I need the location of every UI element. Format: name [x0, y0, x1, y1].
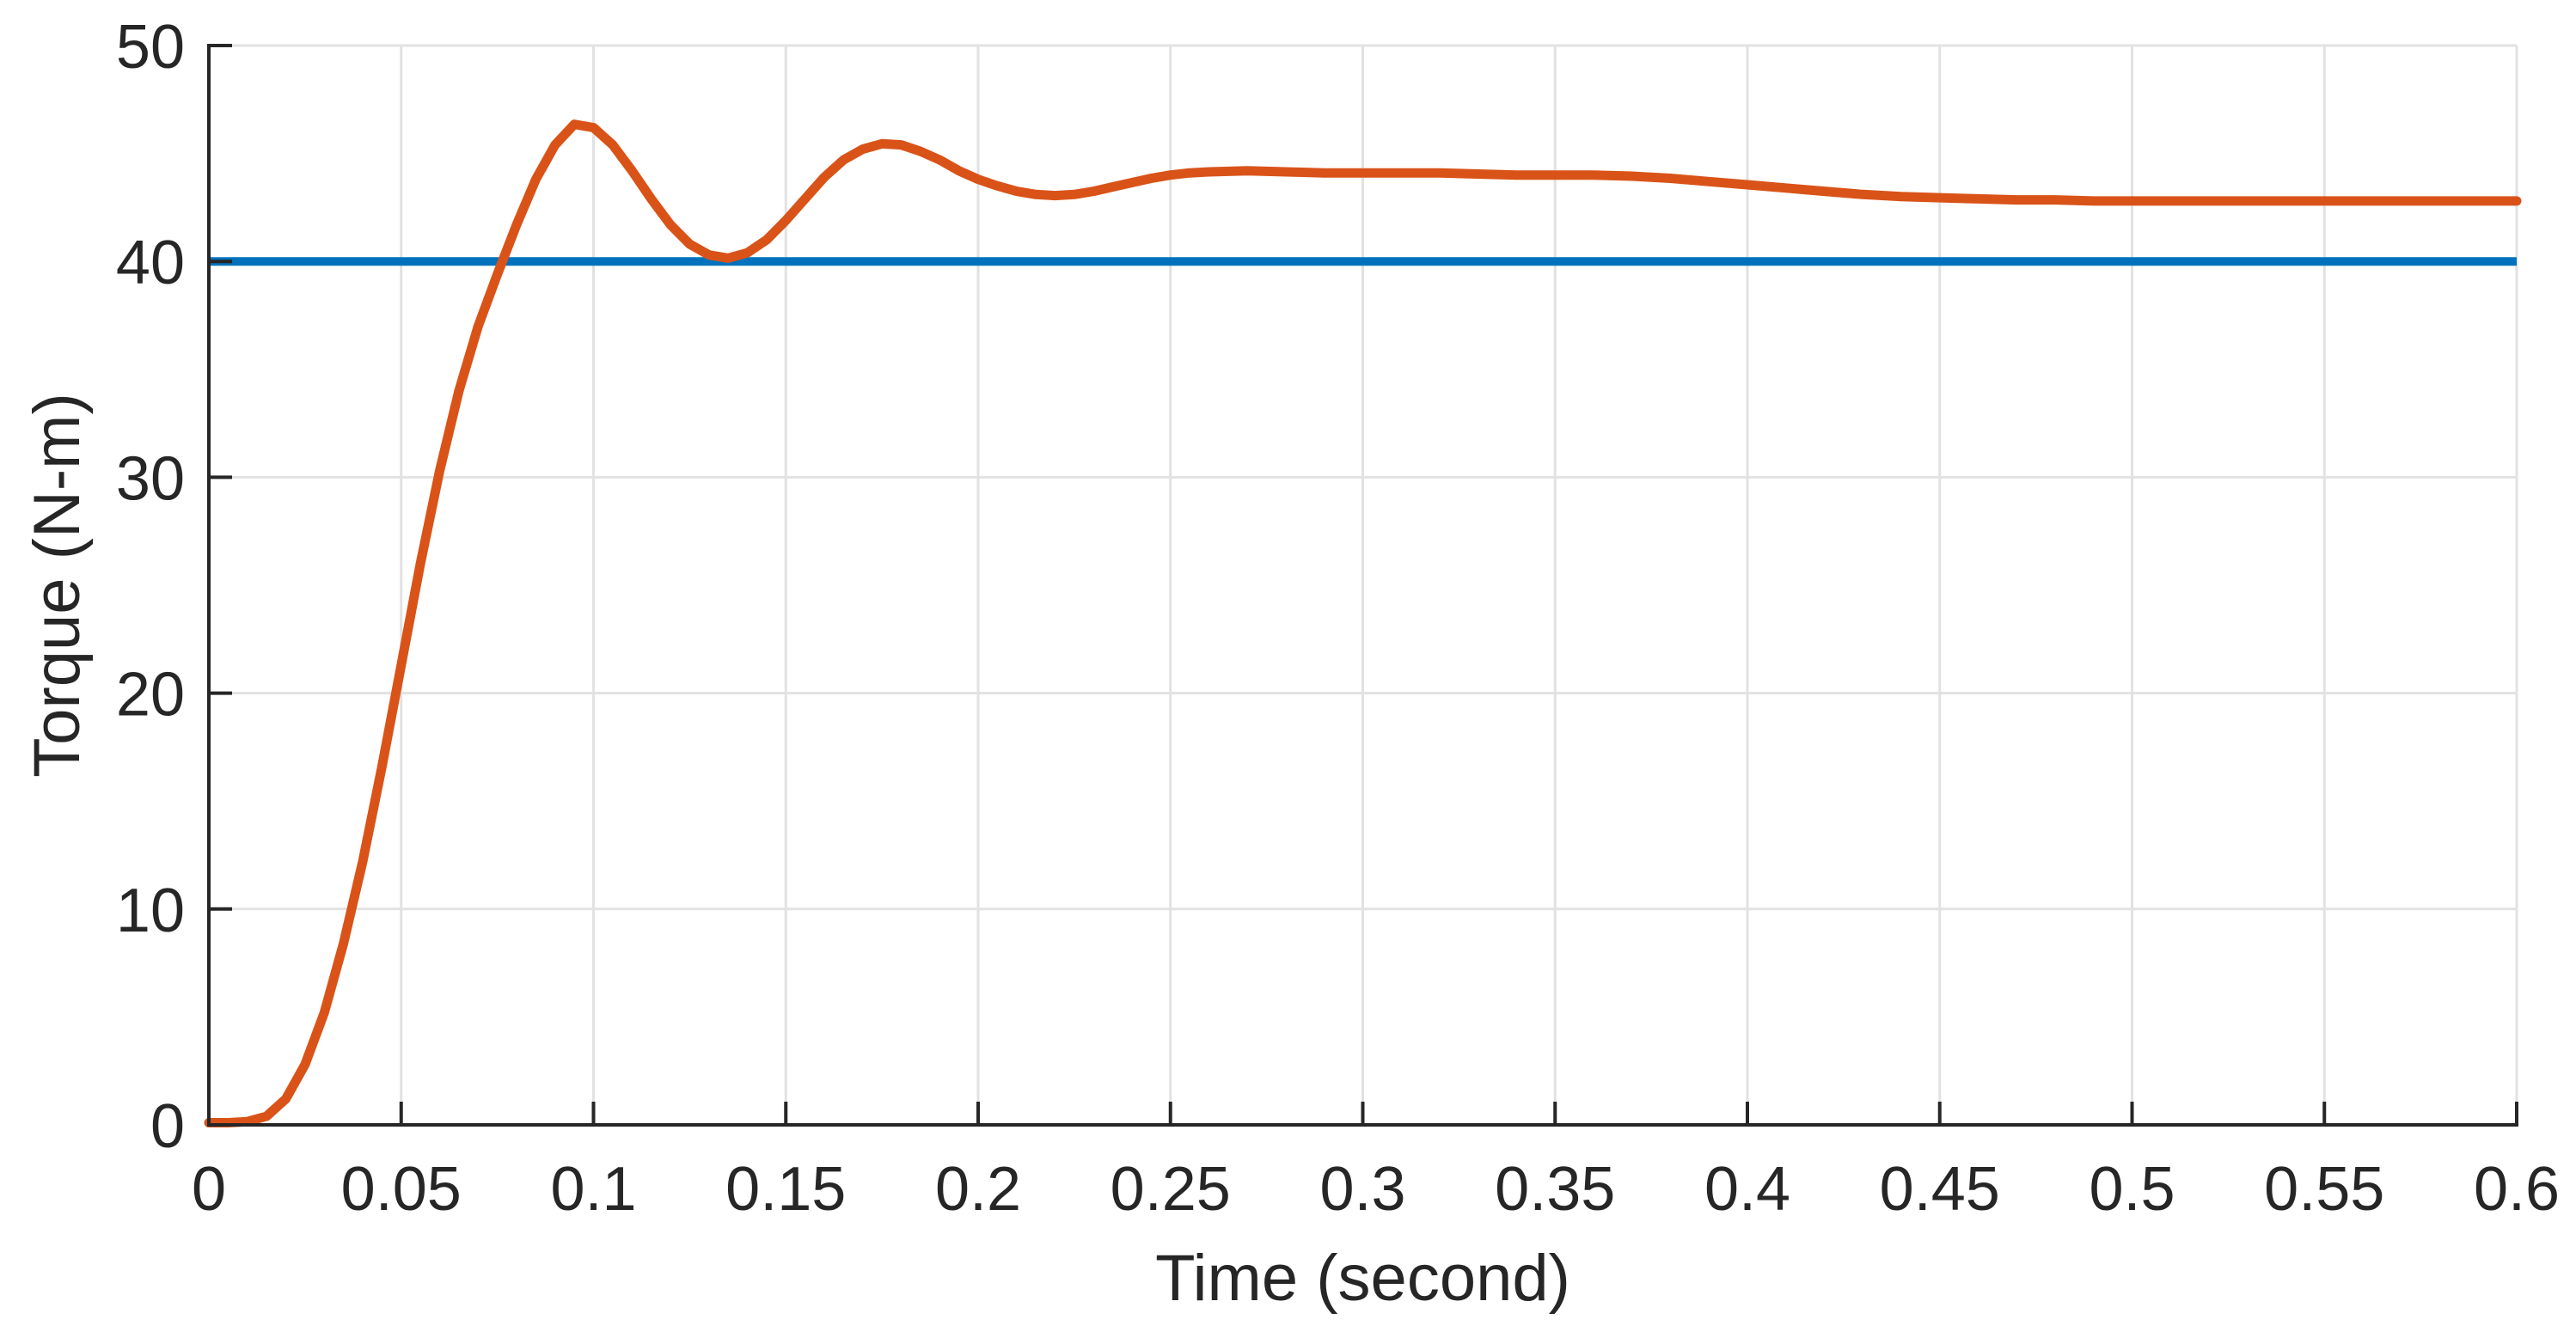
- x-tick-label: 0.5: [2089, 1155, 2175, 1224]
- x-tick-label: 0.1: [550, 1155, 636, 1224]
- x-tick-label: 0.25: [1111, 1155, 1231, 1224]
- y-tick-label: 40: [116, 229, 185, 297]
- y-tick-label: 20: [116, 661, 185, 730]
- x-tick-label: 0.15: [725, 1155, 846, 1224]
- x-tick-label: 0.55: [2264, 1155, 2384, 1224]
- y-tick-label: 0: [150, 1092, 185, 1161]
- x-tick-label: 0: [192, 1155, 226, 1224]
- x-tick-label: 0.45: [1880, 1155, 2000, 1224]
- x-tick-label: 0.2: [935, 1155, 1021, 1224]
- axes-spines-and-ticks: [207, 44, 2518, 1127]
- x-axis-label: Time (second): [1155, 1242, 1570, 1315]
- y-tick-label: 50: [116, 13, 185, 82]
- x-tick-label: 0.3: [1319, 1155, 1405, 1224]
- y-axis-label: Torque (N-m): [21, 393, 94, 778]
- y-tick-label: 30: [116, 444, 185, 513]
- torque-response-curve: [204, 119, 2522, 1127]
- x-tick-label: 0.4: [1704, 1155, 1790, 1224]
- y-tick-label: 10: [116, 877, 185, 945]
- grid-lines: [207, 44, 2518, 1127]
- x-tick-label: 0.35: [1495, 1155, 1615, 1224]
- data-series: [204, 119, 2522, 1127]
- x-tick-label: 0.6: [2474, 1155, 2560, 1224]
- tick-labels: 0 0.05 0.1 0.15 0.2 0.25 0.3 0.35 0.4 0.45 0.5 0.55…: [116, 13, 2560, 1224]
- x-tick-label: 0.05: [341, 1155, 462, 1224]
